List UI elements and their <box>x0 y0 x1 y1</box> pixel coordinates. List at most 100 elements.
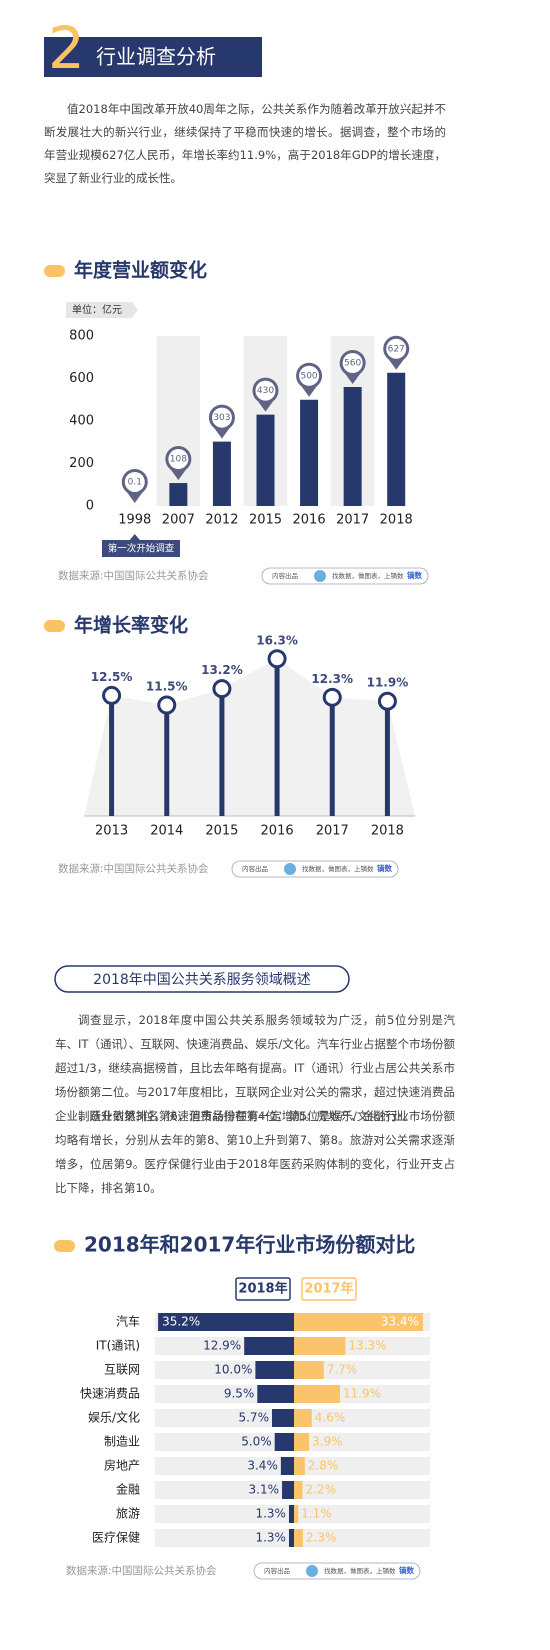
title-icon <box>44 265 65 277</box>
value-label: 11.9% <box>343 1387 381 1401</box>
y-tick-label: 金融 <box>116 1482 140 1497</box>
area <box>84 658 415 816</box>
credit-logo <box>306 1565 318 1577</box>
value-label: 2.3% <box>306 1531 337 1545</box>
bar <box>294 1529 303 1547</box>
value-label: 11.9% <box>367 676 409 690</box>
pin-inner <box>124 471 145 492</box>
value-label: 2.2% <box>305 1483 336 1497</box>
x-tick-label: 2016 <box>261 824 294 839</box>
bar <box>300 399 319 506</box>
credit-brand: 镝数 <box>407 570 422 580</box>
value-label: 108 <box>170 455 187 465</box>
value-label: 5.0% <box>241 1435 272 1449</box>
y-tick-label: 200 <box>69 456 94 471</box>
overview-paragraph: 调查显示，2018年度中国公共关系服务领域较为广泛，前5位分别是汽车、IT（通讯… <box>55 1013 455 1123</box>
bar <box>256 414 275 506</box>
y-tick-label: 快速消费品 <box>80 1387 140 1401</box>
pin-inner <box>342 353 363 373</box>
credit-logo <box>284 863 296 875</box>
pin-inner <box>386 338 407 359</box>
y-tick-label: 400 <box>69 414 94 429</box>
legend-label: 2017年 <box>304 1281 353 1297</box>
value-label: 16.3% <box>256 633 298 647</box>
pin-tip <box>344 373 361 384</box>
value-label: 10.0% <box>214 1363 252 1377</box>
y-tick-label: 汽车 <box>116 1314 140 1329</box>
legend-box <box>301 1277 357 1301</box>
bar <box>169 483 188 506</box>
value-label: 11.5% <box>146 680 188 694</box>
unit-label: 单位：亿元 <box>72 303 122 316</box>
y-tick-label: 房地产 <box>104 1458 140 1473</box>
value-label: 4.6% <box>315 1411 346 1425</box>
header-band <box>44 37 262 77</box>
bar <box>343 387 362 506</box>
bar <box>387 372 406 506</box>
section-title: 年度营业额变化 <box>74 259 207 282</box>
credit-slogan: 找数据，做图表，上镝数 <box>302 864 374 873</box>
value-label: 3.9% <box>312 1435 343 1449</box>
bar <box>274 1433 294 1451</box>
annotation-pointer <box>129 534 140 540</box>
dot <box>212 679 232 699</box>
header-number: 2 <box>48 14 85 82</box>
value-label: 7.7% <box>327 1363 358 1377</box>
value-label: 1.1% <box>301 1507 332 1521</box>
bar <box>294 1337 346 1355</box>
x-tick-label: 2014 <box>150 824 183 839</box>
bar <box>288 1529 294 1547</box>
value-label: 0.1 <box>128 477 142 487</box>
credit-logo <box>314 570 326 582</box>
bar <box>280 1457 294 1475</box>
bar <box>271 1409 294 1427</box>
pin-inner <box>299 365 320 386</box>
pin-tip <box>126 491 143 503</box>
legend-label: 2018年 <box>238 1281 287 1297</box>
section-title: 2018年和2017年行业市场份额对比 <box>84 1233 415 1257</box>
bar <box>294 1505 299 1523</box>
unit-tag <box>66 302 138 318</box>
x-tick-label: 2012 <box>205 513 238 528</box>
dot <box>377 691 397 711</box>
column-stripe <box>156 336 201 506</box>
credit-pill <box>261 567 429 585</box>
x-tick-label: 2015 <box>205 824 238 839</box>
overview-pill <box>54 965 350 993</box>
section-title: 年增长率变化 <box>74 614 188 637</box>
y-tick-label: 旅游 <box>116 1507 140 1521</box>
value-label: 1.3% <box>255 1507 286 1521</box>
overview-title: 2018年中国公共关系服务领域概述 <box>93 972 311 988</box>
value-label: 12.5% <box>91 670 133 684</box>
value-label: 9.5% <box>224 1387 255 1401</box>
pin-inner <box>168 449 189 470</box>
dot <box>157 695 177 715</box>
legend-box <box>235 1277 291 1301</box>
credit-by: 内容出品 <box>264 1566 290 1575</box>
dot <box>267 649 287 669</box>
x-tick-label: 1998 <box>118 513 151 528</box>
source-note: 数据来源:中国国际公共关系协会 <box>66 1564 217 1577</box>
value-label: 560 <box>344 359 361 369</box>
value-label: 303 <box>213 413 230 423</box>
value-label: 33.4% <box>381 1315 419 1329</box>
header-title: 行业调查分析 <box>96 45 216 69</box>
bar <box>255 1361 294 1379</box>
value-label: 5.7% <box>238 1411 269 1425</box>
source-note: 数据来源:中国国际公共关系协会 <box>58 569 209 582</box>
overview-paragraph: 制造业依然排名第6，但市场份额有一定增加。房地产、金融行业市场份额均略有增长，分… <box>55 1109 455 1195</box>
y-tick-label: 互联网 <box>104 1363 140 1377</box>
bar <box>257 1385 294 1403</box>
dot <box>322 687 342 707</box>
x-tick-label: 2018 <box>380 513 413 528</box>
x-tick-label: 2017 <box>336 513 369 528</box>
y-tick-label: 医疗保健 <box>92 1531 140 1545</box>
value-label: 430 <box>257 386 274 396</box>
credit-by: 内容出品 <box>242 864 268 873</box>
bar <box>294 1385 340 1403</box>
title-icon <box>54 1240 75 1252</box>
x-tick-label: 2015 <box>249 513 282 528</box>
bar <box>158 1313 294 1331</box>
